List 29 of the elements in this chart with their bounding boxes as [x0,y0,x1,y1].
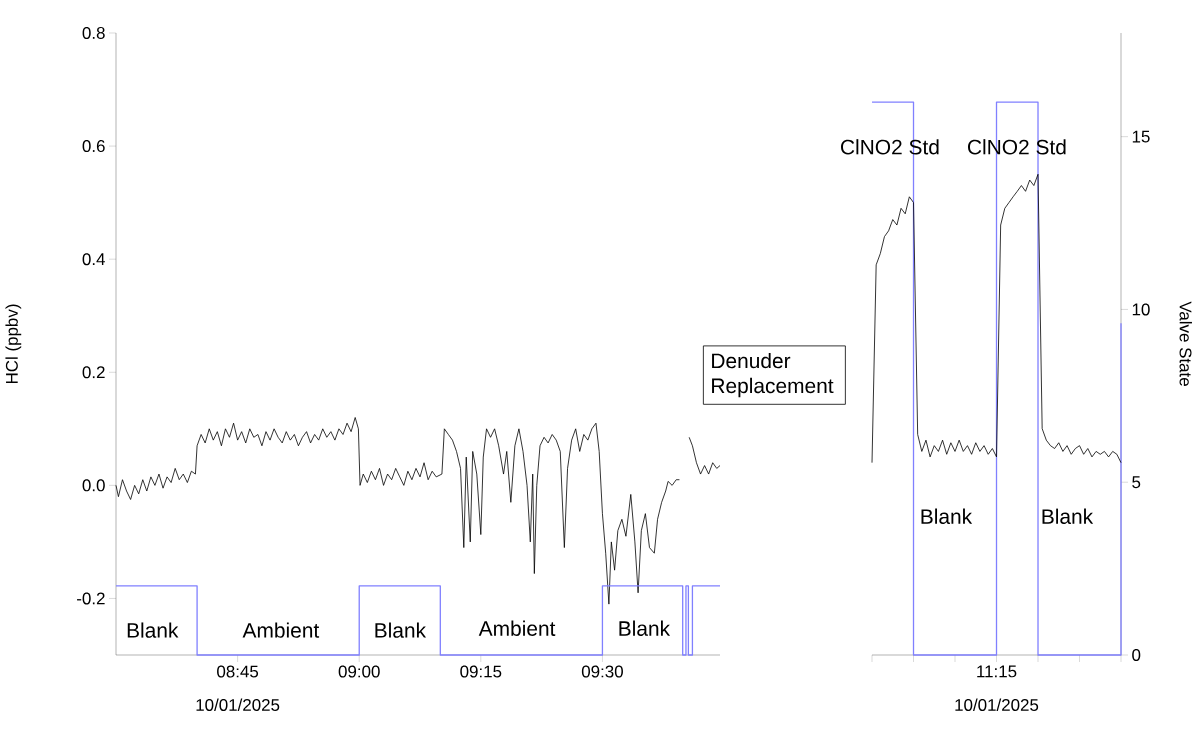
y-tick-label: 0 [1132,649,1141,661]
x-tick-label: 08:45 [217,665,259,678]
x-tick-label: 09:30 [581,665,623,678]
annotation: Blank [619,620,671,636]
y-tick-label: 0.0 [82,479,105,492]
annotation: Ambient [242,622,320,638]
y-axis-title: Valve State [1179,301,1192,386]
annotation: ClNO2 Std [841,139,939,155]
y-tick-label: 5 [1132,476,1141,489]
y-tick-label: 15 [1132,130,1150,143]
annotation: Blank [921,508,973,524]
y-tick-label: 10 [1132,303,1150,316]
y-tick-label: -0.2 [77,592,105,605]
annotation: Blank [1042,508,1094,524]
x-tick-label: 11:15 [977,665,1017,678]
x-tick-label: 09:15 [460,665,502,678]
annotation: Blank [127,622,179,638]
x-tick-label: 09:00 [338,665,380,678]
y-tick-label: 0.4 [82,253,105,266]
annotation: Blank [375,622,427,638]
y-axis-title: HCl (ppbv) [5,304,22,384]
y-tick-label: 0.6 [82,140,105,153]
y-tick-label: 0.8 [82,26,105,39]
annotation: Denuder Replacement [712,352,834,398]
y-tick-label: 0.2 [82,366,105,379]
annotation: ClNO2 Std [967,139,1066,155]
x-axis-title: 10/01/2025 [955,698,1039,711]
x-axis-title: 10/01/2025 [196,698,280,711]
annotation: Ambient [478,620,556,636]
